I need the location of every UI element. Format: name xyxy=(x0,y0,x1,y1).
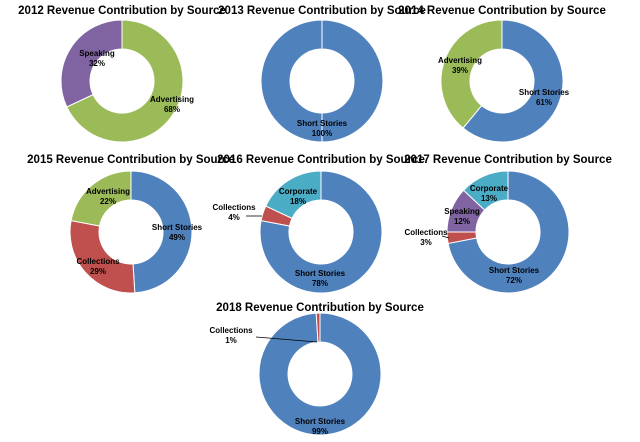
data-label-name: Corporate xyxy=(279,187,318,196)
data-label-value: 3% xyxy=(420,238,432,247)
data-label-value: 99% xyxy=(312,427,328,436)
data-label-value: 12% xyxy=(454,217,470,226)
chart-title: 2014 Revenue Contribution by Source xyxy=(398,5,606,17)
data-label-name: Speaking xyxy=(444,207,480,216)
donut-chart-4: 2015 Revenue Contribution by Source Short… xyxy=(27,154,235,294)
data-label-name: Short Stories xyxy=(152,223,203,232)
data-label-name: Short Stories xyxy=(295,417,346,426)
data-label-value: 18% xyxy=(290,197,306,206)
chart-title: 2015 Revenue Contribution by Source xyxy=(27,154,235,166)
slice-short-stories xyxy=(258,312,382,436)
donut-chart-2: 2013 Revenue Contribution by Source Short… xyxy=(218,5,426,143)
donut-chart-1: 2012 Revenue Contribution by Source Adver… xyxy=(18,5,226,143)
data-label-value: 13% xyxy=(481,194,497,203)
slice-advertising xyxy=(70,170,132,227)
data-label-value: 100% xyxy=(312,129,332,138)
donut-chart-7: 2018 Revenue Contribution by Source Short… xyxy=(209,302,423,436)
data-label-value: 61% xyxy=(536,98,552,107)
data-label-name: Short Stories xyxy=(297,119,348,128)
chart-title: 2018 Revenue Contribution by Source xyxy=(216,302,424,314)
chart-title: 2012 Revenue Contribution by Source xyxy=(18,5,226,17)
slice-advertising xyxy=(66,19,184,143)
data-label-value: 72% xyxy=(506,276,522,285)
data-label-name: Advertising xyxy=(438,56,482,65)
slice-corporate xyxy=(462,170,509,211)
data-label-name: Advertising xyxy=(150,95,194,104)
data-label-name: Collections xyxy=(212,203,256,212)
donut-chart-3: 2014 Revenue Contribution by Source Short… xyxy=(398,5,606,143)
chart-title: 2013 Revenue Contribution by Source xyxy=(218,5,426,17)
chart-title: 2017 Revenue Contribution by Source xyxy=(404,154,612,166)
donut-chart-5: 2016 Revenue Contribution by Source Short… xyxy=(212,154,425,294)
data-label-value: 68% xyxy=(164,105,180,114)
data-label-value: 39% xyxy=(452,66,468,75)
slice-advertising xyxy=(440,19,503,129)
data-label-value: 1% xyxy=(225,336,237,345)
slice-short-stories xyxy=(130,170,193,294)
data-label-value: 29% xyxy=(90,267,106,276)
data-label-value: 4% xyxy=(228,213,240,222)
slice-collections xyxy=(69,219,136,294)
donut-chart-6: 2017 Revenue Contribution by Source Short… xyxy=(404,154,612,294)
data-label-name: Collections xyxy=(209,326,253,335)
data-label-value: 32% xyxy=(89,59,105,68)
slice-short-stories xyxy=(260,19,384,143)
data-label-value: 78% xyxy=(312,279,328,288)
slice-speaking xyxy=(60,19,123,108)
data-label-name: Collections xyxy=(404,228,448,237)
data-label-name: Short Stories xyxy=(295,269,346,278)
slice-corporate xyxy=(265,170,322,220)
slice-short-stories xyxy=(447,170,570,294)
data-label-value: 49% xyxy=(169,233,185,242)
data-label-name: Short Stories xyxy=(519,88,570,97)
data-label-name: Short Stories xyxy=(489,266,540,275)
data-label-name: Collections xyxy=(76,257,120,266)
chart-title: 2016 Revenue Contribution by Source xyxy=(217,154,425,166)
data-label-value: 22% xyxy=(100,197,116,206)
leader-line xyxy=(441,235,450,239)
leader-line xyxy=(255,336,318,343)
slice-collections xyxy=(315,312,321,343)
data-label-name: Speaking xyxy=(79,49,115,58)
data-label-name: Corporate xyxy=(470,184,509,193)
data-label-name: Advertising xyxy=(86,187,130,196)
slice-short-stories xyxy=(259,170,383,294)
slice-short-stories xyxy=(462,19,564,143)
